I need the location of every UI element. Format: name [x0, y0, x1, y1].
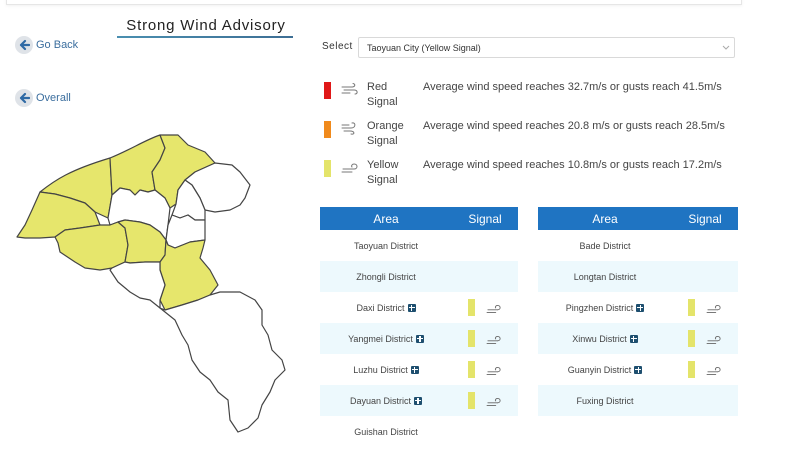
top-panel-border	[6, 0, 742, 5]
table-row: Luzhu District	[320, 354, 518, 385]
area-name: Yangmei District	[348, 333, 413, 344]
yellow-signal-swatch	[687, 330, 695, 347]
yellow-color-swatch	[324, 160, 331, 177]
title-underline	[117, 36, 293, 38]
legend-desc: Average wind speed reaches 32.7m/s or gu…	[423, 81, 722, 93]
area-name: Pingzhen District	[565, 302, 634, 313]
strong-wind-icon	[341, 83, 358, 95]
map-district-daxi	[109, 261, 166, 309]
expand-plus-icon[interactable]	[414, 396, 423, 405]
table-header: Area Signal	[538, 207, 738, 230]
select-label: Select	[322, 41, 353, 52]
area-column-header: Area	[592, 211, 618, 226]
table-row: Pingzhen District	[538, 292, 738, 323]
area-name: Zhongli District	[356, 271, 416, 282]
table-row: Taoyuan District	[320, 230, 518, 261]
area-name: Daxi District	[356, 302, 405, 313]
area-name: Dayuan District	[349, 395, 412, 406]
table-header: Area Signal	[320, 207, 518, 230]
expand-plus-icon[interactable]	[407, 303, 416, 312]
page-title: Strong Wind Advisory	[126, 17, 286, 34]
signal-column-header: Signal	[468, 211, 502, 226]
yellow-signal-swatch	[467, 299, 475, 316]
yellow-signal-swatch	[687, 361, 695, 378]
area-name: Bade District	[579, 240, 631, 251]
district-table-right: Area Signal Bade District Longtan Distri…	[538, 207, 738, 416]
light-wind-icon	[486, 366, 501, 375]
taoyuan-district-map[interactable]	[0, 120, 300, 440]
expand-plus-icon[interactable]	[634, 365, 643, 374]
table-row: Dayuan District	[320, 385, 518, 416]
map-district-fuxing	[159, 291, 286, 433]
table-row: Daxi District	[320, 292, 518, 323]
area-name: Fuxing District	[576, 395, 634, 406]
chevron-down-icon	[718, 40, 734, 56]
table-row: Zhongli District	[320, 261, 518, 292]
expand-plus-icon[interactable]	[636, 303, 645, 312]
legend-name: Yellow Signal	[367, 159, 399, 186]
area-select-dropdown[interactable]: Taoyuan City (Yellow Signal)	[358, 37, 735, 58]
yellow-signal-swatch	[467, 392, 475, 409]
area-name: Guanyin District	[567, 364, 632, 375]
arrow-left-icon	[15, 89, 33, 107]
legend-desc: Average wind speed reaches 10.8m/s or gu…	[423, 159, 722, 171]
overall-button[interactable]: Overall	[15, 89, 71, 107]
legend-name: Red Signal	[367, 81, 398, 108]
go-back-label: Go Back	[36, 39, 79, 51]
area-name: Taoyuan District	[353, 240, 419, 251]
area-column-header: Area	[373, 211, 399, 226]
light-wind-icon	[486, 335, 501, 344]
table-row: Guanyin District	[538, 354, 738, 385]
expand-plus-icon[interactable]	[415, 334, 424, 343]
area-name: Longtan District	[573, 271, 637, 282]
table-row: Xinwu District	[538, 323, 738, 354]
legend-red-signal: Red Signal Average wind speed reaches 32.…	[324, 80, 722, 110]
legend-yellow-signal: Yellow Signal Average wind speed reaches …	[324, 158, 722, 188]
area-name: Luzhu District	[353, 364, 408, 375]
area-name: Guishan District	[354, 426, 418, 437]
yellow-signal-swatch	[687, 299, 695, 316]
light-wind-icon	[486, 397, 501, 406]
light-wind-icon	[706, 366, 721, 375]
arrow-left-icon	[15, 36, 33, 54]
table-row: Fuxing District	[538, 385, 738, 416]
legend-desc: Average wind speed reaches 20.8 m/s or g…	[423, 120, 725, 132]
table-row: Longtan District	[538, 261, 738, 292]
orange-color-swatch	[324, 121, 331, 138]
table-row: Bade District	[538, 230, 738, 261]
overall-label: Overall	[36, 92, 71, 104]
select-value: Taoyuan City (Yellow Signal)	[367, 42, 481, 53]
table-row: Yangmei District	[320, 323, 518, 354]
area-name: Xinwu District	[572, 333, 627, 344]
yellow-signal-swatch	[467, 330, 475, 347]
light-wind-icon	[706, 304, 721, 313]
legend-name: Orange Signal	[367, 120, 404, 147]
red-color-swatch	[324, 82, 331, 99]
signal-column-header: Signal	[688, 211, 722, 226]
light-wind-icon	[706, 335, 721, 344]
yellow-signal-swatch	[467, 361, 475, 378]
expand-plus-icon[interactable]	[410, 365, 419, 374]
expand-plus-icon[interactable]	[629, 334, 638, 343]
light-wind-icon	[341, 163, 358, 173]
table-row: Guishan District	[320, 416, 518, 447]
legend-orange-signal: Orange Signal Average wind speed reaches …	[324, 119, 725, 149]
district-table-left: Area Signal Taoyuan District Zhongli Dis…	[320, 207, 518, 447]
light-wind-icon	[486, 304, 501, 313]
go-back-button[interactable]: Go Back	[15, 36, 78, 54]
medium-wind-icon	[341, 122, 356, 135]
